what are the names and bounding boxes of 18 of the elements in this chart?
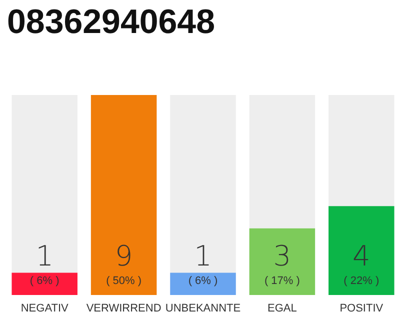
annotation: ( 50% ) bbox=[106, 275, 142, 287]
x-tick-label: EGAL bbox=[268, 302, 297, 314]
x-tick-label: VERWIRREND bbox=[86, 302, 162, 314]
annotation: ( 17% ) bbox=[264, 275, 300, 287]
data-label: 4 bbox=[352, 240, 370, 272]
annotation: ( 22% ) bbox=[344, 275, 380, 287]
annotation: ( 6% ) bbox=[30, 275, 60, 287]
x-tick-label: POSITIV bbox=[340, 302, 384, 314]
x-tick-label: UNBEKANNTE bbox=[165, 302, 241, 314]
bar bbox=[170, 272, 236, 295]
data-label: 1 bbox=[36, 240, 54, 272]
x-tick-label: NEGATIV bbox=[20, 302, 69, 314]
data-label: 1 bbox=[194, 240, 212, 272]
data-label: 3 bbox=[273, 240, 292, 272]
data-label: 9 bbox=[114, 240, 133, 272]
annotation: ( 6% ) bbox=[188, 275, 218, 287]
chart-title: 08362940648 bbox=[7, 3, 216, 41]
bar bbox=[12, 272, 78, 295]
